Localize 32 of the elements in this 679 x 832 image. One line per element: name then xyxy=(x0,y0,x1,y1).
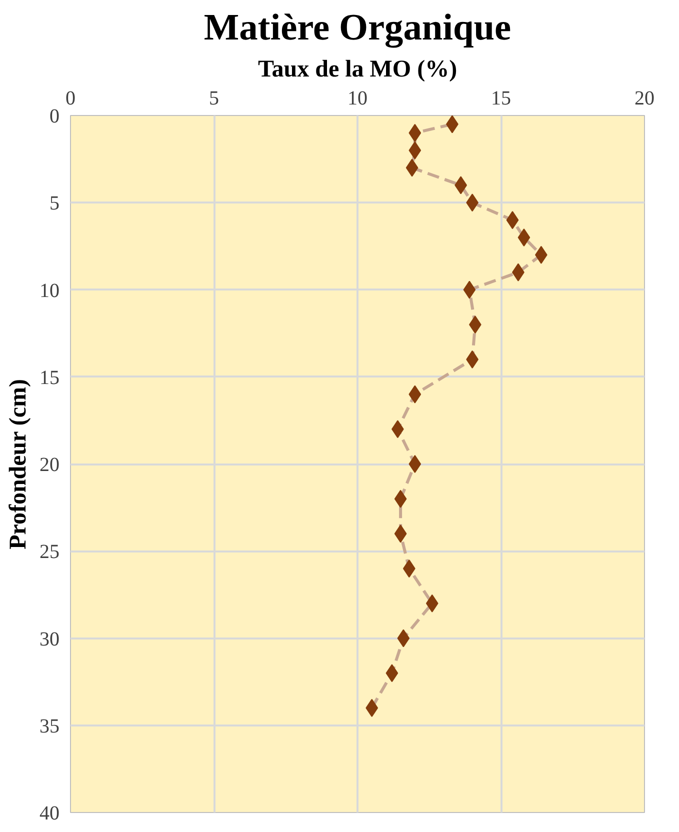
y-tick-label: 0 xyxy=(50,106,60,128)
y-tick-label: 10 xyxy=(40,280,60,302)
point xyxy=(463,280,476,299)
y-tick-label: 40 xyxy=(40,802,60,824)
x-tick-label: 20 xyxy=(634,88,654,110)
point xyxy=(408,455,422,473)
x-axis-title: Taux de la MO (%) xyxy=(258,56,458,82)
point xyxy=(518,228,530,246)
x-tick-label: 10 xyxy=(348,88,368,110)
point xyxy=(397,629,410,648)
y-tick-label: 15 xyxy=(40,366,60,389)
y-tick-label: 5 xyxy=(50,192,60,215)
point xyxy=(426,594,438,612)
y-axis-title: Profondeur (cm) xyxy=(6,379,32,550)
y-tick-label: 25 xyxy=(40,541,60,564)
point xyxy=(394,524,407,543)
y-tick-label: 30 xyxy=(40,628,60,650)
point xyxy=(406,158,418,177)
point xyxy=(402,560,416,578)
point xyxy=(408,141,422,160)
point xyxy=(366,698,378,717)
point xyxy=(386,664,398,682)
point xyxy=(408,385,422,404)
chart-title: Matière Organique xyxy=(204,8,512,48)
y-tick-label: 35 xyxy=(40,715,60,738)
x-tick-label: 5 xyxy=(209,88,219,110)
x-tick-label: 0 xyxy=(66,88,76,110)
y-tick-label: 20 xyxy=(40,454,60,476)
x-tick-label: 15 xyxy=(491,88,511,110)
point xyxy=(506,211,519,230)
point xyxy=(408,124,422,142)
point xyxy=(394,490,407,508)
